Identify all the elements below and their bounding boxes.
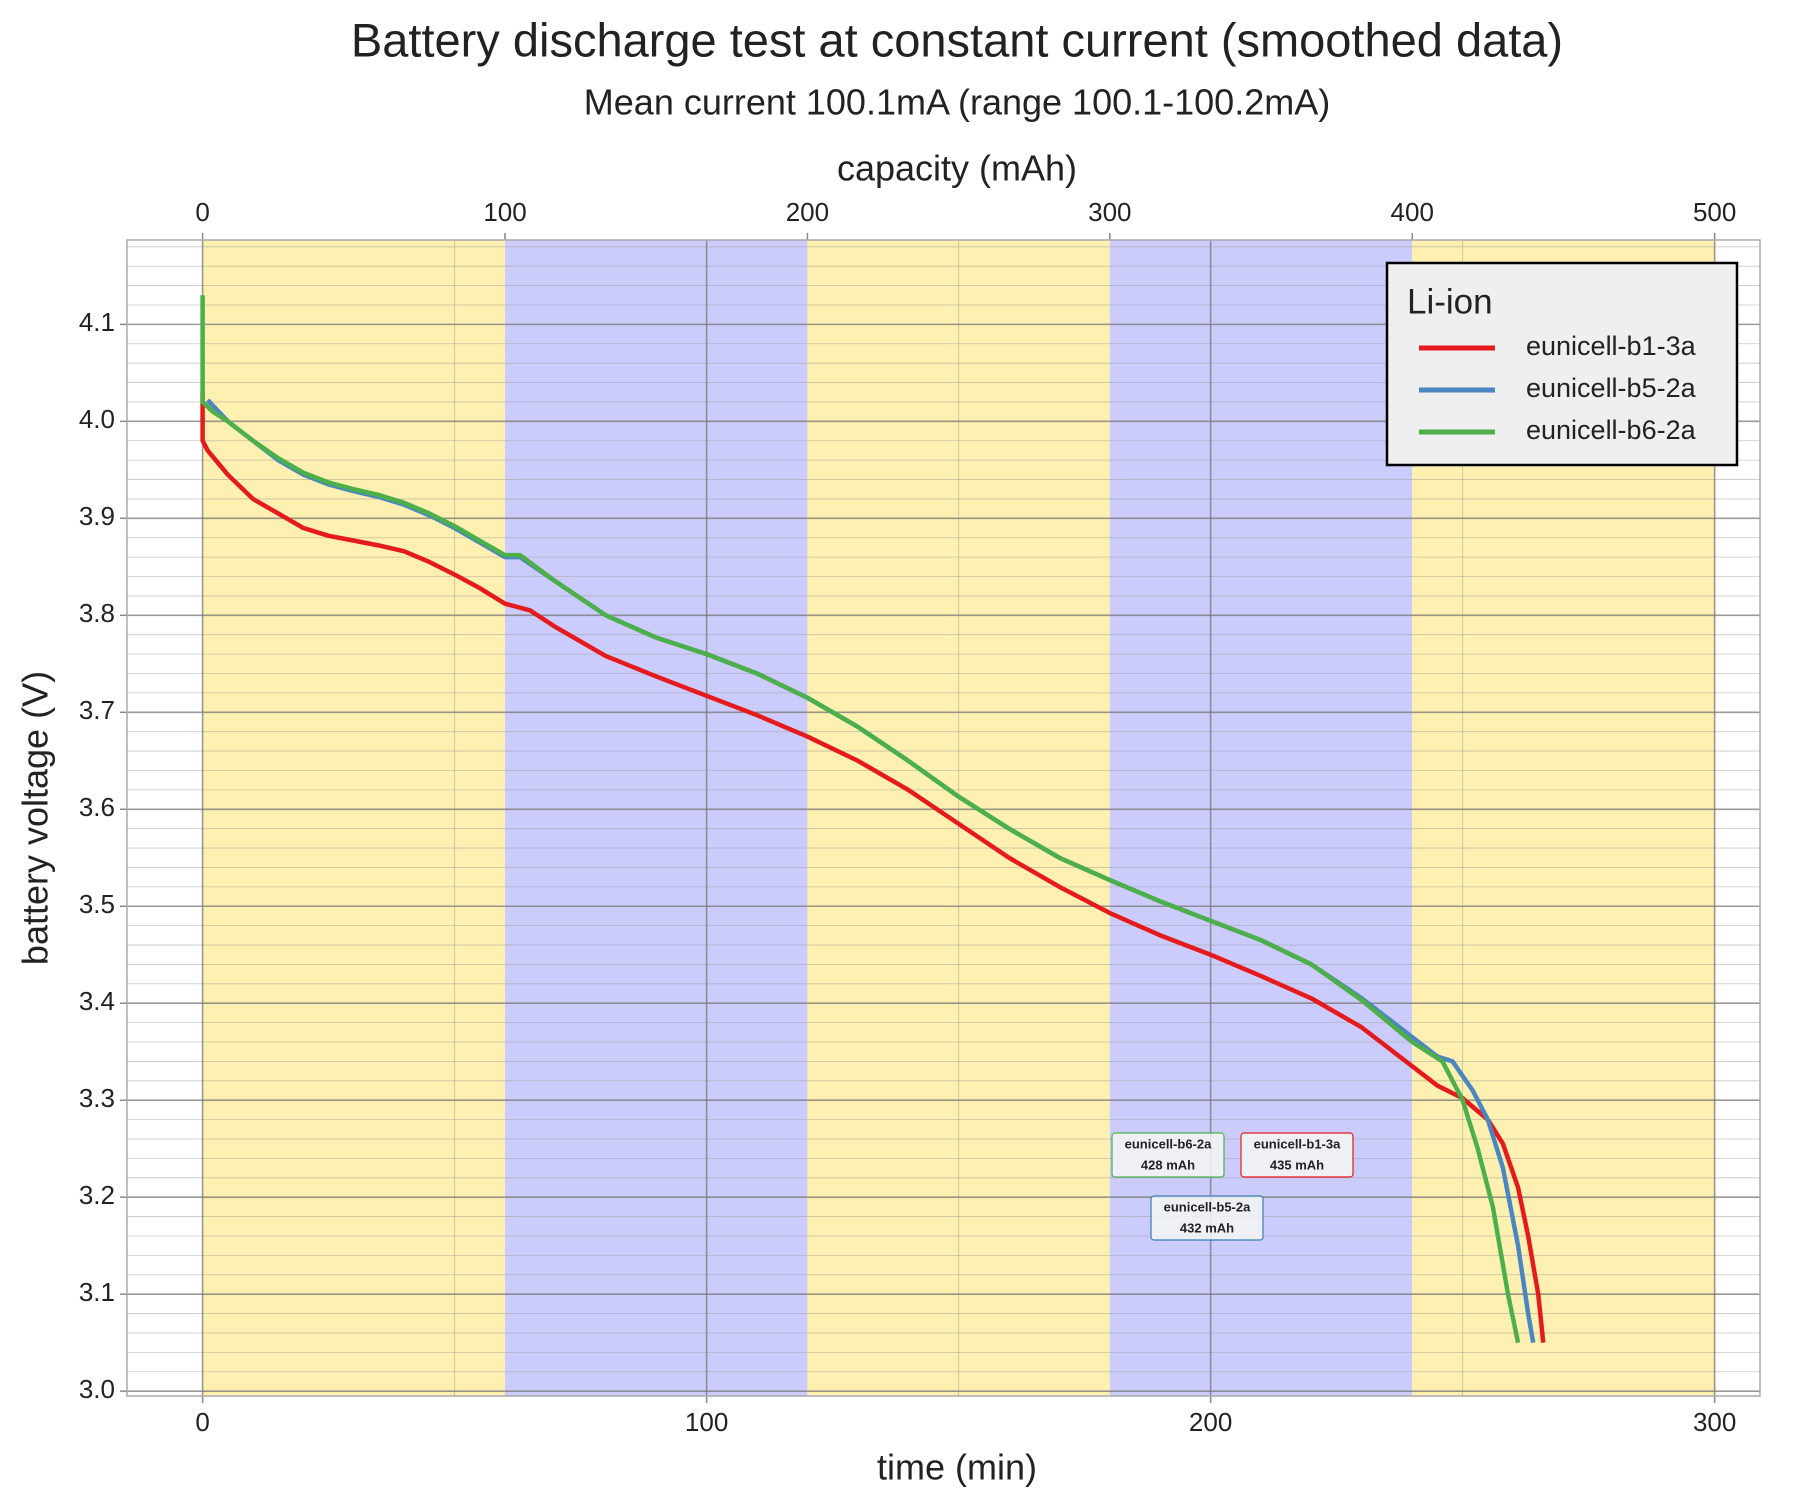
x-axis-title: time (min) — [877, 1447, 1037, 1488]
x2-axis-title: capacity (mAh) — [837, 148, 1077, 189]
annotation-text: 432 mAh — [1180, 1220, 1234, 1235]
y-tick-label: 3.1 — [79, 1277, 115, 1307]
annotation-text: eunicell-b1-3a — [1254, 1136, 1341, 1151]
y-tick-label: 3.0 — [79, 1374, 115, 1404]
legend-title: Li-ion — [1407, 282, 1493, 321]
legend-label: eunicell-b6-2a — [1526, 415, 1697, 445]
plot-border — [126, 239, 1761, 1397]
y-tick-label: 3.6 — [79, 792, 115, 822]
chart-title: Battery discharge test at constant curre… — [351, 13, 1563, 66]
y-tick-label: 4.1 — [79, 307, 115, 337]
x2-tick-label: 500 — [1693, 197, 1736, 227]
y-tick-label: 3.7 — [79, 695, 115, 725]
annotation-text: 428 mAh — [1141, 1157, 1195, 1172]
annotation-text: eunicell-b5-2a — [1164, 1199, 1251, 1214]
annotation-text: 435 mAh — [1270, 1157, 1324, 1172]
legend-label: eunicell-b1-3a — [1526, 331, 1697, 361]
y-axis-title: battery voltage (V) — [15, 671, 56, 965]
annotation-box — [1240, 1132, 1354, 1178]
x2-tick-label: 100 — [483, 197, 526, 227]
legend-label: eunicell-b5-2a — [1526, 373, 1697, 403]
y-tick-label: 3.2 — [79, 1180, 115, 1210]
x-tick-label: 0 — [195, 1407, 209, 1437]
y-tick-label: 3.5 — [79, 889, 115, 919]
x-tick-label: 300 — [1693, 1407, 1736, 1437]
y-tick-label: 4.0 — [79, 404, 115, 434]
y-tick-label: 3.8 — [79, 598, 115, 628]
x2-tick-label: 400 — [1391, 197, 1434, 227]
x2-tick-label: 0 — [195, 197, 209, 227]
hour-band — [202, 240, 506, 1396]
annotation-box — [1111, 1132, 1225, 1178]
hour-band — [505, 240, 808, 1396]
y-tick-label: 3.3 — [79, 1083, 115, 1113]
x2-tick-label: 300 — [1088, 197, 1131, 227]
x-tick-label: 100 — [685, 1407, 728, 1437]
series-line — [200, 392, 1546, 1343]
chart-subtitle: Mean current 100.1mA (range 100.1-100.2m… — [584, 82, 1330, 123]
series-line — [200, 295, 1521, 1344]
annotation-box — [1150, 1195, 1264, 1241]
x-tick-label: 200 — [1189, 1407, 1232, 1437]
y-tick-label: 3.4 — [79, 986, 115, 1016]
y-tick-label: 3.9 — [79, 501, 115, 531]
annotation-text: eunicell-b6-2a — [1125, 1136, 1212, 1151]
x2-tick-label: 200 — [786, 197, 829, 227]
